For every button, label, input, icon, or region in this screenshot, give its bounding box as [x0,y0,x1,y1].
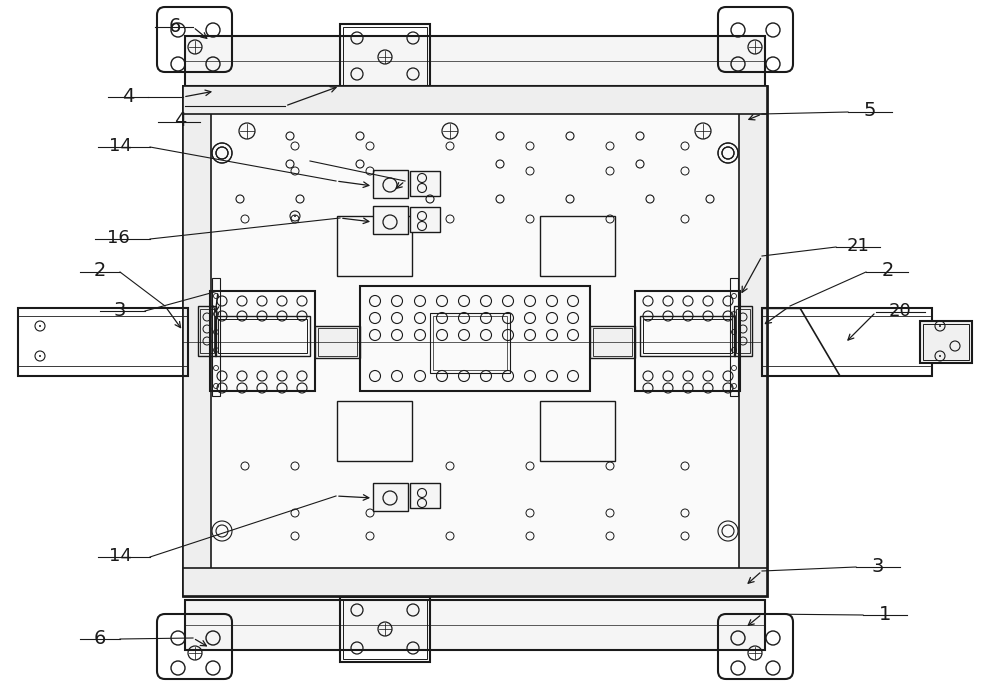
Circle shape [939,325,941,327]
Bar [218,319,307,353]
Bar [410,483,440,508]
Bar [373,170,408,198]
Bar [433,316,507,370]
Bar [730,278,738,396]
Bar [373,483,408,511]
Text: 14: 14 [109,547,131,565]
Bar [923,324,969,360]
Bar [640,316,735,356]
Bar [340,24,430,89]
Bar [643,319,732,353]
Circle shape [294,215,296,217]
Bar [215,316,310,356]
Bar [212,278,220,396]
Bar [635,291,740,391]
Circle shape [39,325,41,327]
Text: 20: 20 [889,302,911,320]
Bar [590,326,635,358]
Bar [183,86,211,596]
Bar [410,171,440,196]
Text: 4: 4 [174,112,186,130]
Bar [210,291,315,391]
Bar [762,308,932,376]
Bar [734,306,752,356]
Text: 4: 4 [122,86,134,106]
Bar [410,207,440,232]
Text: 21: 21 [847,237,869,255]
Bar [540,216,615,276]
Bar [18,308,188,376]
Bar [360,286,590,391]
Bar [736,309,750,353]
Bar [183,568,767,596]
Bar [198,306,216,356]
Text: 1: 1 [879,604,891,624]
Bar [343,600,427,659]
Bar [337,401,412,461]
Bar [318,328,357,356]
Bar [340,597,430,662]
Bar [315,326,360,358]
Bar [593,328,632,356]
Bar [183,86,767,114]
Circle shape [939,355,941,357]
Text: 5: 5 [864,102,876,121]
Bar [185,600,765,650]
Bar [739,86,767,596]
Bar [343,27,427,86]
Text: 6: 6 [94,628,106,648]
Bar [540,401,615,461]
Text: 6: 6 [169,16,181,36]
Bar [185,36,765,86]
Text: 14: 14 [109,137,131,155]
Bar [200,309,214,353]
Bar [430,313,510,373]
Text: 3: 3 [114,300,126,320]
Bar [337,216,412,276]
Bar [183,86,767,596]
Text: 2: 2 [882,261,894,281]
Circle shape [39,355,41,357]
Text: 3: 3 [872,556,884,576]
Bar [920,321,972,363]
Bar [373,206,408,234]
Text: 16: 16 [107,229,129,247]
Text: 2: 2 [94,261,106,281]
